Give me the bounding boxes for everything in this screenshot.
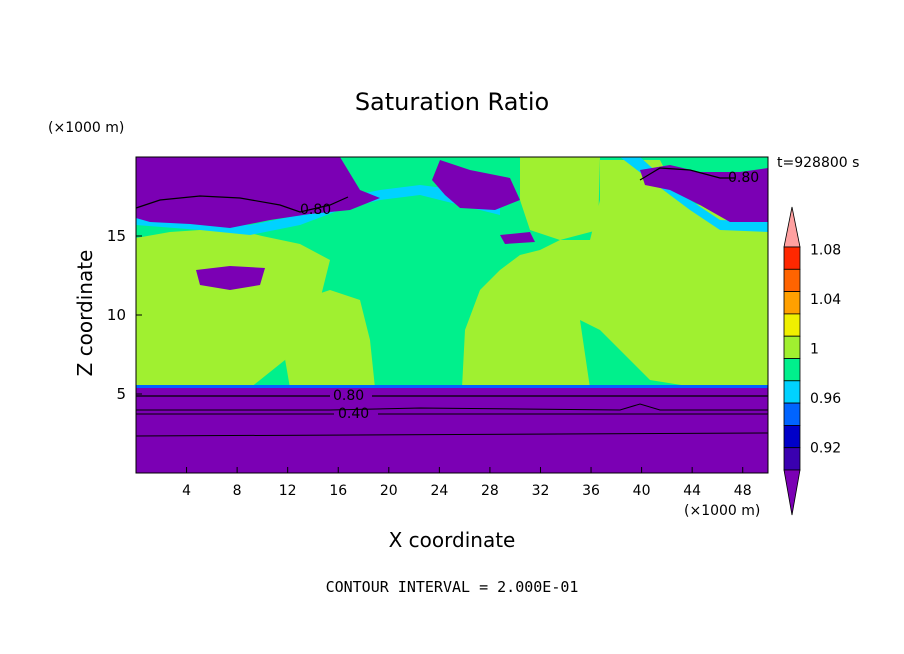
region-purple-topleft [136,157,380,228]
x-axis-label: X coordinate [388,528,516,552]
colorbar-label: 1 [810,342,819,358]
colorbar-label: 1.04 [810,292,841,308]
plot-area: 0.80 0.80 0.80 0.40 [135,156,769,474]
region-lightgreen-left [136,228,330,388]
y-axis-ticks: 5 10 15 [107,227,142,403]
x-tick-label: 36 [582,483,600,499]
contour-label-080-lower: 0.80 [333,388,364,404]
region-purple-leftpocket [196,266,265,290]
y-tick-label: 10 [107,306,126,324]
colorbar-segment [783,313,801,337]
contour-line-topright [639,167,735,181]
colorbar-segment [783,447,801,471]
colorbar-min-arrow [783,469,801,516]
x-tick-label: 44 [683,483,701,499]
band-blue-edge [136,385,768,388]
region-lightgreen-center [462,160,768,388]
x-tick-label: 40 [633,483,651,499]
contour-line-060 [136,403,768,411]
colorbar-label: 0.92 [810,441,841,457]
region-purple-smallpocket [500,232,535,244]
y-tick-label: 15 [107,227,126,245]
x-tick-label: 16 [329,483,347,499]
colorbar-label: 0.96 [810,391,841,407]
x-axis-unit: (×1000 m) [684,503,761,519]
time-label: t=928800 s [777,155,860,171]
region-lightgreen-strip [520,157,600,240]
x-tick-label: 48 [734,483,752,499]
x-tick-label: 12 [279,483,297,499]
x-tick-label: 20 [380,483,398,499]
y-axis-unit: (×1000 m) [48,120,125,136]
contour-line-020 [135,432,769,437]
region-purple-topmid [432,160,520,210]
x-tick-label: 4 [182,483,191,499]
region-purple-topright [640,165,768,222]
contour-label-080-upperright: 0.80 [728,170,759,186]
region-lightgreen-mid [280,290,375,388]
x-axis-ticks: 4 8 12 16 20 24 28 32 36 40 44 48 [182,467,752,499]
colorbar-max-arrow [783,206,801,248]
colorbar-segment [783,335,801,359]
colorbar-segment [783,268,801,292]
colorbar-segment [783,358,801,382]
colorbar-segment [783,424,801,449]
contour-label-080-upperleft: 0.80 [300,202,331,218]
contour-line-top [135,195,349,213]
colorbar-segment [783,291,801,315]
chart-title: Saturation Ratio [354,88,550,116]
y-tick-label: 5 [116,385,126,403]
contour-interval-note: CONTOUR INTERVAL = 2.000E-01 [325,578,579,596]
colorbar-label: 1.08 [810,242,841,258]
x-tick-label: 24 [430,483,448,499]
contour-label-040: 0.40 [338,406,369,422]
x-tick-label: 28 [481,483,499,499]
x-tick-label: 32 [532,483,550,499]
colorbar-segment [783,380,801,404]
colorbar-segment [783,402,801,426]
x-tick-label: 8 [233,483,242,499]
region-purple-lower [136,387,768,473]
colorbar: 0.92 0.96 1 1.04 1.08 [783,206,841,516]
colorbar-segment [783,246,801,270]
